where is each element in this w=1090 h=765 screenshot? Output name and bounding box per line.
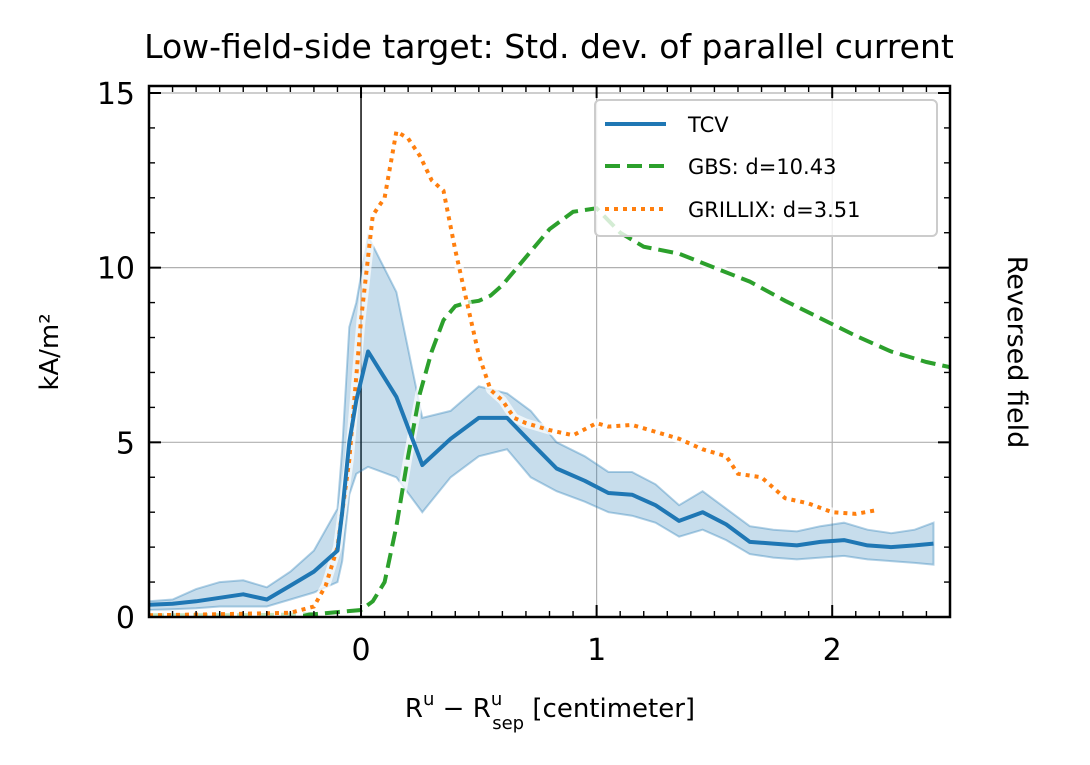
x-tick-label: 0	[351, 633, 370, 668]
legend-label-tcv: TCV	[687, 113, 729, 137]
y-tick-label: 5	[116, 426, 135, 461]
x-tick-labels: 0 1 2	[351, 633, 841, 668]
x-tick-label: 2	[823, 633, 842, 668]
legend-box	[594, 99, 938, 237]
x-label-sup-2: u	[491, 689, 502, 710]
y-axis-label: kA/m²	[35, 313, 65, 390]
gbs-line	[149, 206, 950, 617]
legend: TCV GBS: d=10.43 GRILLIX: d=3.51	[594, 99, 938, 237]
y-tick-labels: 0 5 10 15	[97, 77, 135, 636]
side-label: Reversed field	[1001, 256, 1032, 449]
x-label-sup-1: u	[423, 689, 434, 710]
tcv-line	[149, 349, 934, 607]
y-tick-label: 0	[116, 601, 135, 636]
legend-label-grillix: GRILLIX: d=3.51	[688, 198, 860, 222]
chart-title: Low-field-side target: Std. dev. of para…	[144, 27, 954, 66]
legend-label-gbs: GBS: d=10.43	[688, 155, 836, 179]
plot-frame	[147, 84, 952, 619]
x-tick-label: 1	[587, 633, 606, 668]
x-label-sub: sep	[492, 713, 524, 734]
y-tick-label: 10	[97, 252, 135, 287]
x-axis-label: Ru − Ru sep [centimeter]	[405, 689, 695, 734]
y-tick-label: 15	[97, 77, 135, 112]
